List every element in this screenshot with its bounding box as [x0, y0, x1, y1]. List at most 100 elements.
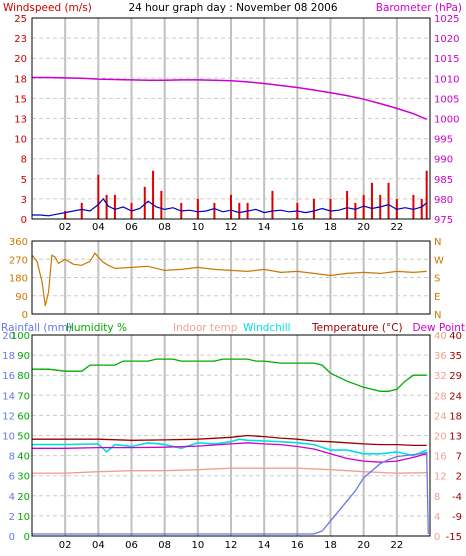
- hour-tick-label: 08: [158, 540, 171, 551]
- direction-grid: [32, 240, 430, 315]
- degree-tick-label: 0: [22, 310, 28, 321]
- wind-barometer-frame: [31, 17, 431, 220]
- windspeed-axis-label: Windspeed (m/s): [3, 2, 92, 14]
- compass-tick-label: N: [434, 310, 441, 321]
- temperature-tick-label: 24: [449, 391, 462, 402]
- rainfall-line: [32, 451, 429, 535]
- indoor-tick-label: 40: [434, 331, 447, 342]
- barometer-tick-label: 985: [434, 175, 453, 186]
- hour-tick-label: 06: [125, 540, 138, 551]
- barometer-tick-label: 1005: [434, 94, 459, 105]
- humidity-tick-label: 40: [17, 452, 30, 463]
- rainfall-tick-label: 20: [2, 331, 15, 342]
- hour-tick-label: 12: [225, 222, 238, 233]
- windspeed-tick-label: 18: [14, 74, 27, 85]
- rainfall-tick-label: 6: [9, 472, 15, 483]
- indoor-tick-label: 16: [434, 452, 447, 463]
- humidity-tick-label: 80: [17, 371, 30, 382]
- barometer-axis-label: Barometer (hPa): [376, 2, 462, 14]
- hour-tick-label: 02: [59, 540, 72, 551]
- hour-tick-label: 18: [324, 222, 337, 233]
- temperature-hour-ticks: 02 04 06 08 10 12 14 16 18 20 22: [59, 540, 403, 551]
- hour-tick-label: 20: [357, 222, 370, 233]
- hour-tick-label: 06: [125, 222, 138, 233]
- temperature-tick-label: -9: [452, 512, 462, 523]
- hour-tick-label: 22: [390, 222, 403, 233]
- temperature-tick-label: 29: [449, 371, 462, 382]
- barometer-tick-label: 990: [434, 155, 453, 166]
- humidity-line: [32, 358, 427, 392]
- windspeed-tick-label: 3: [21, 195, 27, 206]
- hour-tick-label: 20: [357, 540, 370, 551]
- legend-humidity: Humidity %: [66, 322, 127, 334]
- hour-tick-label: 04: [92, 222, 105, 233]
- wind-barometer-grid: [32, 17, 430, 220]
- indoor-tick-label: 4: [434, 512, 440, 523]
- compass-tick-label: E: [434, 292, 440, 303]
- windspeed-tick-label: 8: [21, 155, 27, 166]
- barometer-ticks: 1025 1020 1015 1010 1005 1000 995 990 985 980 975: [434, 14, 459, 226]
- temperature-tick-label: 2: [456, 472, 462, 483]
- humidity-tick-label: 100: [11, 331, 30, 342]
- legend-dew-point: Dew Point: [412, 322, 465, 334]
- humidity-tick-label: 90: [17, 351, 30, 362]
- hour-tick-label: 18: [324, 540, 337, 551]
- hour-tick-label: 04: [92, 540, 105, 551]
- rainfall-tick-label: 4: [9, 492, 15, 503]
- windchill-line: [32, 438, 428, 457]
- humidity-tick-label: 20: [17, 492, 30, 503]
- temperature-tick-label: 35: [449, 351, 462, 362]
- degree-tick-label: 360: [9, 237, 28, 248]
- indoor-tick-label: 36: [434, 351, 447, 362]
- rainfall-tick-label: 18: [2, 351, 15, 362]
- hour-tick-label: 12: [225, 540, 238, 551]
- dew-point-line: [32, 442, 427, 463]
- rainfall-tick-label: 10: [2, 432, 15, 443]
- legend-indoor-temp: Indoor temp: [173, 322, 238, 334]
- degree-tick-label: 270: [9, 255, 28, 266]
- temperature-grid: [32, 334, 430, 537]
- legend-temperature: Temperature (°C): [311, 322, 403, 334]
- degree-tick-label: 90: [15, 292, 28, 303]
- windspeed-tick-label: 10: [14, 135, 27, 146]
- humidity-tick-label: 0: [24, 532, 30, 543]
- humidity-tick-label: 50: [17, 432, 30, 443]
- temperature-plot: [32, 358, 429, 535]
- humidity-tick-label: 60: [17, 411, 30, 422]
- wind-hour-ticks: 02 04 06 08 10 12 14 16 18 20 22: [59, 222, 403, 233]
- windspeed-tick-label: 20: [14, 54, 27, 65]
- temperature-line: [32, 434, 427, 447]
- compass-tick-label: N: [434, 237, 441, 248]
- windspeed-tick-label: 13: [14, 115, 27, 126]
- direction-frame: [31, 240, 431, 315]
- direction-plot: [31, 252, 427, 307]
- temperature-tick-label: 13: [449, 432, 462, 443]
- temperature-ticks: 40 35 29 24 18 13 7 2 -4 -9 -15: [446, 331, 462, 543]
- hour-tick-label: 10: [191, 540, 204, 551]
- indoor-tick-label: 24: [434, 411, 447, 422]
- windspeed-tick-label: 25: [14, 14, 27, 25]
- windspeed-tick-label: 5: [21, 175, 27, 186]
- hour-tick-label: 14: [258, 222, 271, 233]
- legend-windchill: Windchill: [243, 322, 291, 334]
- compass-tick-label: S: [434, 274, 440, 285]
- rainfall-tick-label: 2: [9, 512, 15, 523]
- direction-degree-ticks: 360 270 180 90 0: [9, 237, 28, 321]
- humidity-tick-label: 30: [17, 472, 30, 483]
- indoor-tick-label: 0: [434, 532, 440, 543]
- hour-tick-label: 02: [59, 222, 72, 233]
- temperature-tick-label: 18: [449, 411, 462, 422]
- humidity-tick-label: 10: [17, 512, 30, 523]
- rainfall-tick-label: 8: [9, 452, 15, 463]
- legend-rainfall: Rainfall (mm): [1, 322, 72, 334]
- rainfall-tick-label: 16: [2, 371, 15, 382]
- barometer-tick-label: 1020: [434, 34, 459, 45]
- indoor-tick-label: 20: [434, 432, 447, 443]
- windspeed-tick-label: 0: [21, 215, 27, 226]
- barometer-tick-label: 1025: [434, 14, 459, 25]
